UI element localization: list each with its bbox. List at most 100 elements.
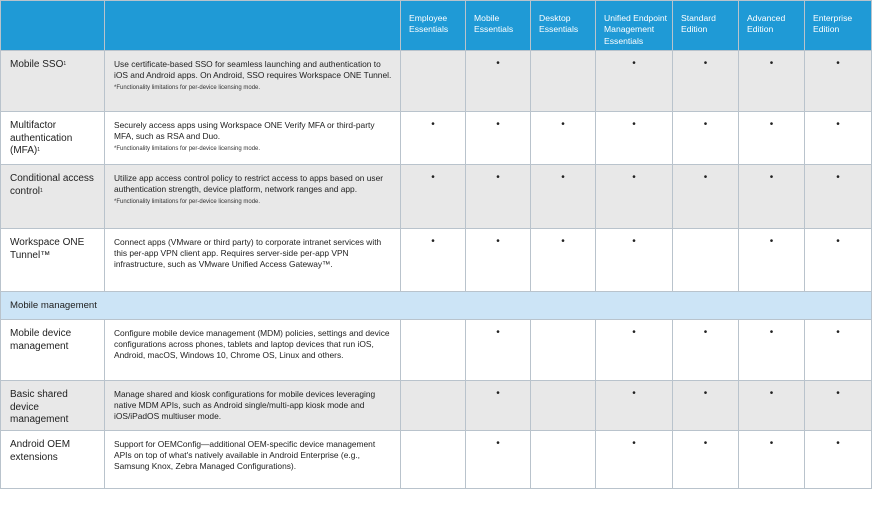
feature-name-cell: Android OEM extensions bbox=[0, 430, 105, 489]
availability-cell bbox=[530, 50, 596, 112]
included-bullet-icon: • bbox=[703, 327, 708, 338]
availability-cell bbox=[400, 319, 466, 381]
included-bullet-icon: • bbox=[496, 236, 500, 247]
feature-description-cell: Use certificate-based SSO for seamless l… bbox=[104, 50, 401, 112]
included-bullet-icon: • bbox=[836, 172, 840, 183]
availability-cell: • bbox=[672, 319, 739, 381]
included-bullet-icon: • bbox=[836, 327, 840, 338]
feature-name: Conditional access control bbox=[10, 173, 94, 197]
included-bullet-icon: • bbox=[703, 388, 708, 399]
included-bullet-icon: • bbox=[836, 58, 840, 69]
included-bullet-icon: • bbox=[769, 172, 774, 183]
section-title: Mobile management bbox=[0, 291, 872, 320]
feature-name-cell: Multifactor authentication (MFA)1 bbox=[0, 111, 105, 165]
header-row: Employee Essentials Mobile Essentials De… bbox=[0, 0, 872, 51]
included-bullet-icon: • bbox=[496, 58, 500, 69]
feature-description: Securely access apps using Workspace ONE… bbox=[114, 120, 375, 142]
availability-cell: • bbox=[804, 380, 872, 431]
feature-name: Mobile SSO bbox=[10, 59, 64, 70]
availability-cell: • bbox=[595, 430, 673, 489]
feature-name-cell: Mobile SSO1 bbox=[0, 50, 105, 112]
included-bullet-icon: • bbox=[836, 388, 840, 399]
availability-cell: • bbox=[465, 50, 531, 112]
availability-cell: • bbox=[672, 380, 739, 431]
included-bullet-icon: • bbox=[496, 327, 500, 338]
feature-description-cell: Utilize app access control policy to res… bbox=[104, 164, 401, 229]
availability-cell: • bbox=[804, 430, 872, 489]
availability-cell: • bbox=[738, 228, 805, 292]
feature-description-cell: Manage shared and kiosk configurations f… bbox=[104, 380, 401, 431]
column-header: Enterprise Edition bbox=[804, 0, 872, 51]
included-bullet-icon: • bbox=[632, 388, 636, 399]
feature-description-cell: Support for OEMConfig—additional OEM-spe… bbox=[104, 430, 401, 489]
included-bullet-icon: • bbox=[632, 236, 636, 247]
availability-cell: • bbox=[804, 228, 872, 292]
availability-cell: • bbox=[465, 380, 531, 431]
availability-cell: • bbox=[400, 228, 466, 292]
included-bullet-icon: • bbox=[769, 438, 774, 449]
feature-description: Use certificate-based SSO for seamless l… bbox=[114, 59, 392, 81]
footnote-marker: 1 bbox=[63, 61, 67, 67]
availability-cell: • bbox=[530, 228, 596, 292]
table-row: Android OEM extensions Support for OEMCon… bbox=[0, 430, 872, 489]
included-bullet-icon: • bbox=[703, 172, 708, 183]
availability-cell bbox=[400, 50, 466, 112]
licensing-note: *Functionality limitations for per-devic… bbox=[114, 146, 261, 153]
availability-cell: • bbox=[738, 380, 805, 431]
feature-description-cell: Configure mobile device management (MDM)… bbox=[104, 319, 401, 381]
feature-description: Utilize app access control policy to res… bbox=[114, 173, 384, 195]
included-bullet-icon: • bbox=[632, 172, 636, 183]
included-bullet-icon: • bbox=[431, 172, 435, 183]
table-row: Conditional access control1 Utilize app a… bbox=[0, 164, 872, 229]
availability-cell: • bbox=[530, 111, 596, 165]
availability-cell: • bbox=[738, 430, 805, 489]
table-row: Multifactor authentication (MFA)1 Securel… bbox=[0, 111, 872, 165]
availability-cell: • bbox=[595, 111, 673, 165]
availability-cell: • bbox=[530, 164, 596, 229]
included-bullet-icon: • bbox=[769, 58, 774, 69]
feature-description: Support for OEMConfig—additional OEM-spe… bbox=[114, 439, 376, 472]
feature-name-cell: Workspace ONE Tunnel™ bbox=[0, 228, 105, 292]
header-blank-cell bbox=[0, 0, 105, 51]
licensing-note: *Functionality limitations for per-devic… bbox=[114, 85, 261, 92]
footnote-marker: 1 bbox=[40, 187, 43, 194]
included-bullet-icon: • bbox=[561, 236, 565, 247]
availability-cell: • bbox=[465, 111, 531, 165]
availability-cell bbox=[530, 430, 596, 489]
feature-name: Workspace ONE Tunnel™ bbox=[10, 237, 85, 261]
included-bullet-icon: • bbox=[836, 119, 840, 130]
included-bullet-icon: • bbox=[836, 438, 840, 449]
feature-description: Manage shared and kiosk configurations f… bbox=[114, 389, 376, 422]
availability-cell bbox=[400, 430, 466, 489]
included-bullet-icon: • bbox=[836, 236, 840, 247]
feature-description: Connect apps (VMware or third party) to … bbox=[114, 237, 382, 270]
availability-cell: • bbox=[672, 50, 739, 112]
column-header: Mobile Essentials bbox=[465, 0, 531, 51]
feature-name: Android OEM extensions bbox=[10, 439, 71, 463]
table-row: Mobile SSO1 Use certificate-based SSO for… bbox=[0, 50, 872, 112]
included-bullet-icon: • bbox=[496, 172, 500, 183]
availability-cell: • bbox=[672, 111, 739, 165]
included-bullet-icon: • bbox=[769, 388, 774, 399]
included-bullet-icon: • bbox=[496, 438, 500, 449]
availability-cell: • bbox=[804, 319, 872, 381]
availability-cell: • bbox=[804, 50, 872, 112]
included-bullet-icon: • bbox=[769, 236, 774, 247]
included-bullet-icon: • bbox=[632, 119, 636, 130]
availability-cell: • bbox=[738, 111, 805, 165]
included-bullet-icon: • bbox=[561, 172, 565, 183]
availability-cell: • bbox=[400, 164, 466, 229]
column-header: Advanced Edition bbox=[738, 0, 805, 51]
included-bullet-icon: • bbox=[769, 327, 774, 338]
feature-name: Multifactor authentication (MFA) bbox=[10, 120, 73, 157]
table-row: Workspace ONE Tunnel™ Connect apps (VMwar… bbox=[0, 228, 872, 292]
included-bullet-icon: • bbox=[431, 236, 435, 247]
feature-description: Configure mobile device management (MDM)… bbox=[114, 328, 390, 361]
included-bullet-icon: • bbox=[703, 438, 708, 449]
availability-cell: • bbox=[465, 228, 531, 292]
availability-cell: • bbox=[804, 164, 872, 229]
column-header: Desktop Essentials bbox=[530, 0, 596, 51]
availability-cell: • bbox=[400, 111, 466, 165]
feature-name: Basic shared device management bbox=[10, 389, 69, 426]
availability-cell: • bbox=[672, 430, 739, 489]
